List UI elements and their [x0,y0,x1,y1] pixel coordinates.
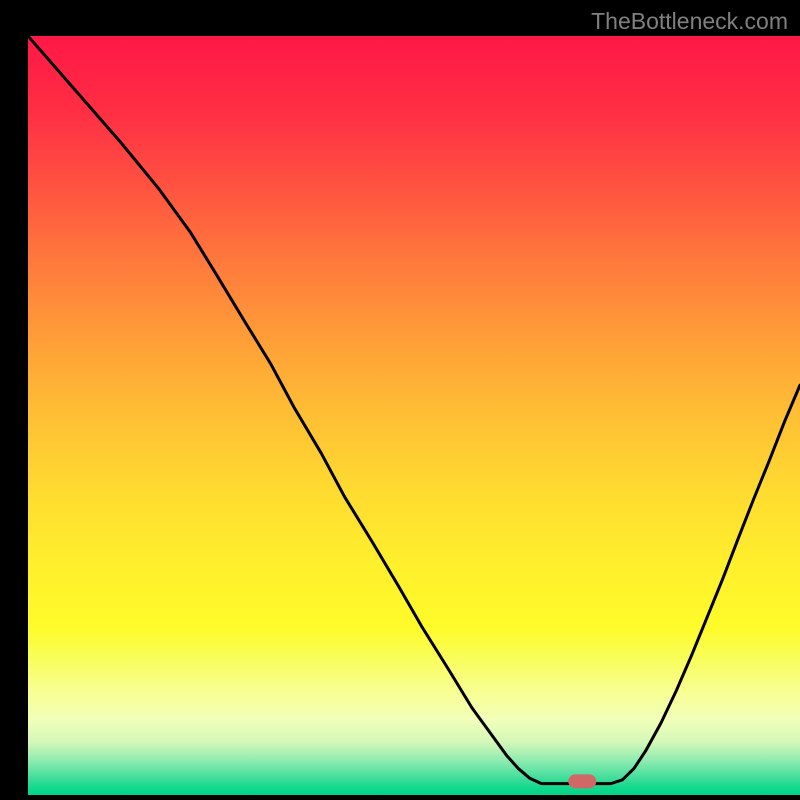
watermark-text: TheBottleneck.com [591,8,788,35]
chart-svg [28,36,800,795]
chart-background [28,36,800,795]
valley-marker [568,774,596,788]
chart-container [28,36,800,795]
